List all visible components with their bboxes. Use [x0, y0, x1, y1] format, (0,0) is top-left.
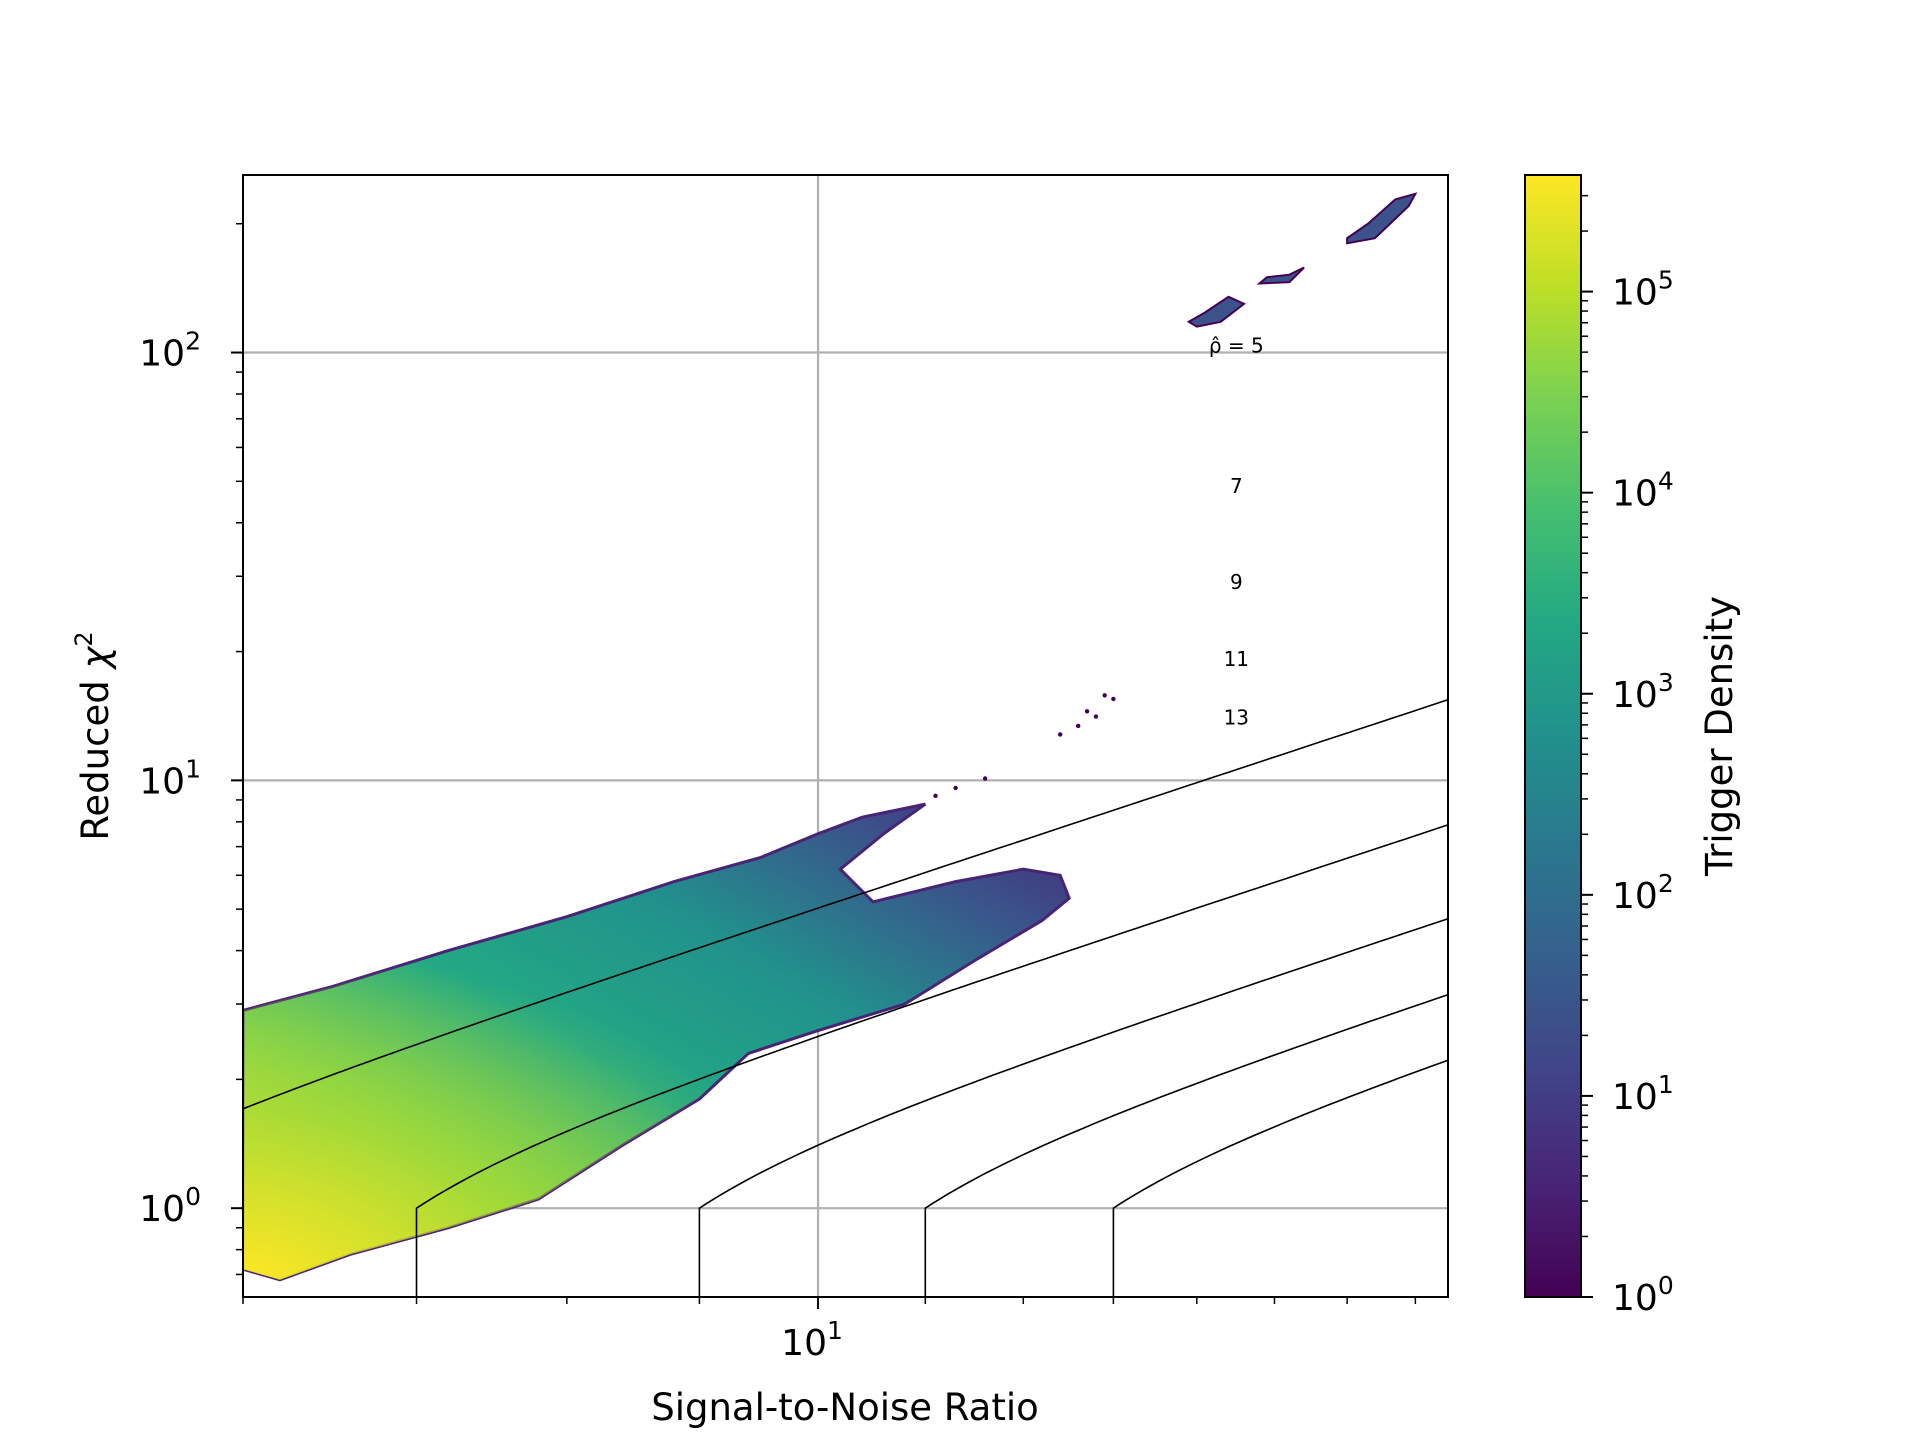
sparse-trigger-7: [1102, 693, 1107, 698]
cbar-tick-label-5: 105: [1612, 266, 1674, 314]
contour-rho-11: [924, 993, 1448, 1297]
y-axis-title: Reduced χ2: [70, 631, 117, 840]
x-tick-label-0: 101: [781, 1316, 843, 1364]
density-hexbins: [243, 192, 1418, 1282]
sparse-trigger-0: [933, 793, 938, 799]
high-chisq-blob-2: [1256, 266, 1305, 285]
contour-rho-9: [698, 917, 1448, 1297]
cbar-tick-label-0-base: 10: [1612, 1278, 1658, 1319]
x-axis-title: Signal-to-Noise Ratio: [651, 1386, 1039, 1429]
contour-label-13: 13: [1224, 706, 1249, 730]
contour-label-9: 9: [1230, 570, 1243, 594]
sparse-trigger-2: [982, 776, 988, 781]
y-tick-label-0-exponent: 0: [185, 1182, 201, 1211]
contour-rho-5: [243, 698, 1448, 1110]
cbar-tick-label-1-exponent: 1: [1658, 1070, 1674, 1099]
y-axis-title-sup: 2: [70, 631, 98, 646]
cbar-tick-label-1-base: 10: [1612, 1077, 1658, 1118]
contour-rho-7: [415, 824, 1448, 1297]
cbar-tick-label-2: 102: [1612, 869, 1674, 917]
high-chisq-blob-3: [1346, 192, 1418, 245]
y-tick-label-2-base: 10: [139, 334, 185, 375]
sparse-trigger-5: [1093, 714, 1099, 719]
sparse-trigger-8: [1084, 709, 1090, 714]
contour-labels: ρ̂ = 5 7 9 11 13: [1209, 334, 1264, 730]
y-tick-label-0-base: 10: [139, 1189, 185, 1230]
y-axis-title-symbol: χ: [74, 645, 117, 671]
cbar-tick-label-0: 100: [1612, 1271, 1674, 1319]
cbar-tick-label-2-exponent: 2: [1658, 869, 1674, 898]
y-tick-label-2-exponent: 2: [185, 327, 201, 356]
y-tick-label-1: 101: [139, 754, 201, 802]
cbar-tick-label-5-base: 10: [1612, 273, 1658, 314]
plot-frame: [242, 174, 1449, 1298]
y-tick-label-0: 100: [139, 1182, 201, 1230]
colorbar-title: Trigger Density: [1698, 596, 1741, 877]
colorbar-gradient: [1524, 174, 1582, 1298]
cbar-tick-label-0-exponent: 0: [1658, 1271, 1674, 1300]
cbar-tick-label-5-exponent: 5: [1658, 266, 1674, 295]
sparse-trigger-4: [1076, 723, 1081, 729]
cbar-tick-label-3: 103: [1612, 668, 1674, 716]
sparse-trigger-3: [1057, 732, 1063, 737]
cbar-tick-label-4: 104: [1612, 467, 1674, 515]
contour-label-7: 7: [1230, 474, 1243, 498]
main-trigger-cloud-core: [243, 804, 1070, 1280]
cbar-tick-label-4-exponent: 4: [1658, 467, 1674, 496]
y-tick-label-2: 102: [139, 327, 201, 375]
sparse-trigger-6: [1111, 696, 1116, 702]
x-tick-label-0-base: 10: [781, 1323, 827, 1364]
x-axis: 101: [242, 1297, 1417, 1364]
x-tick-label-0-exponent: 1: [827, 1316, 843, 1345]
contour-lines: [243, 698, 1448, 1297]
cbar-tick-label-2-base: 10: [1612, 876, 1658, 917]
y-tick-label-1-base: 10: [139, 761, 185, 802]
y-axis-title-text: Reduced: [74, 669, 117, 841]
high-chisq-blob-1: [1186, 295, 1246, 328]
contour-label-5: ρ̂ = 5: [1209, 334, 1264, 358]
contour-label-11: 11: [1224, 647, 1249, 671]
cbar-tick-label-1: 101: [1612, 1070, 1674, 1118]
cbar-tick-label-3-base: 10: [1612, 675, 1658, 716]
cbar-tick-label-3-exponent: 3: [1658, 668, 1674, 697]
y-tick-label-1-exponent: 1: [185, 754, 201, 783]
sparse-trigger-1: [953, 785, 958, 791]
cbar-tick-label-4-base: 10: [1612, 474, 1658, 515]
